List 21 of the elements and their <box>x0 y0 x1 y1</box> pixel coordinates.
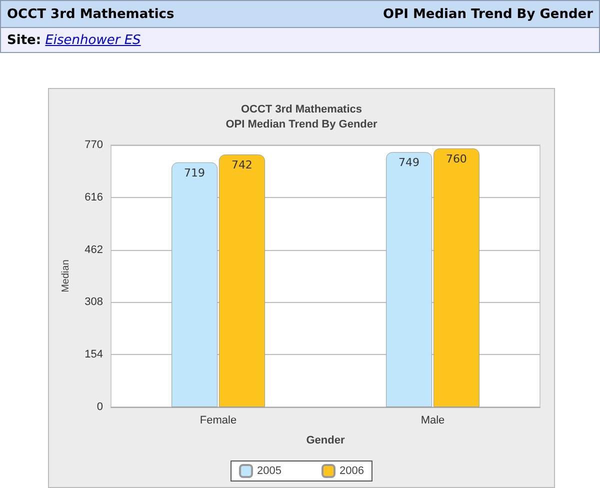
x-tick-label: Female <box>200 414 237 426</box>
text: Site: Eisenhower ES <box>7 32 141 48</box>
text: OCCT 3rd Mathematics <box>7 6 174 22</box>
y-tick-label: 616 <box>84 191 103 204</box>
y-tick-label: 154 <box>84 348 103 361</box>
y-tick-label: 770 <box>84 139 103 151</box>
y-axis-title: Median <box>60 260 72 292</box>
y-tick-label: 0 <box>96 401 103 413</box>
legend-label: 2005 <box>257 465 282 477</box>
text: OPI Median Trend By Gender <box>383 6 593 22</box>
x-axis-title: Gender <box>306 434 346 446</box>
y-tick-label: 308 <box>84 296 103 308</box>
data-label: 749 <box>398 156 420 170</box>
data-label: 760 <box>446 152 467 166</box>
y-tick-label: 462 <box>84 244 103 256</box>
x-tick-label: Male <box>420 414 445 426</box>
chart-subtitle: OPI Median Trend By Gender <box>226 118 378 130</box>
legend-label: 2006 <box>340 465 364 477</box>
chart-title: OCCT 3rd Mathematics <box>240 104 362 116</box>
data-label: 719 <box>184 166 206 180</box>
data-label: 742 <box>231 158 252 172</box>
